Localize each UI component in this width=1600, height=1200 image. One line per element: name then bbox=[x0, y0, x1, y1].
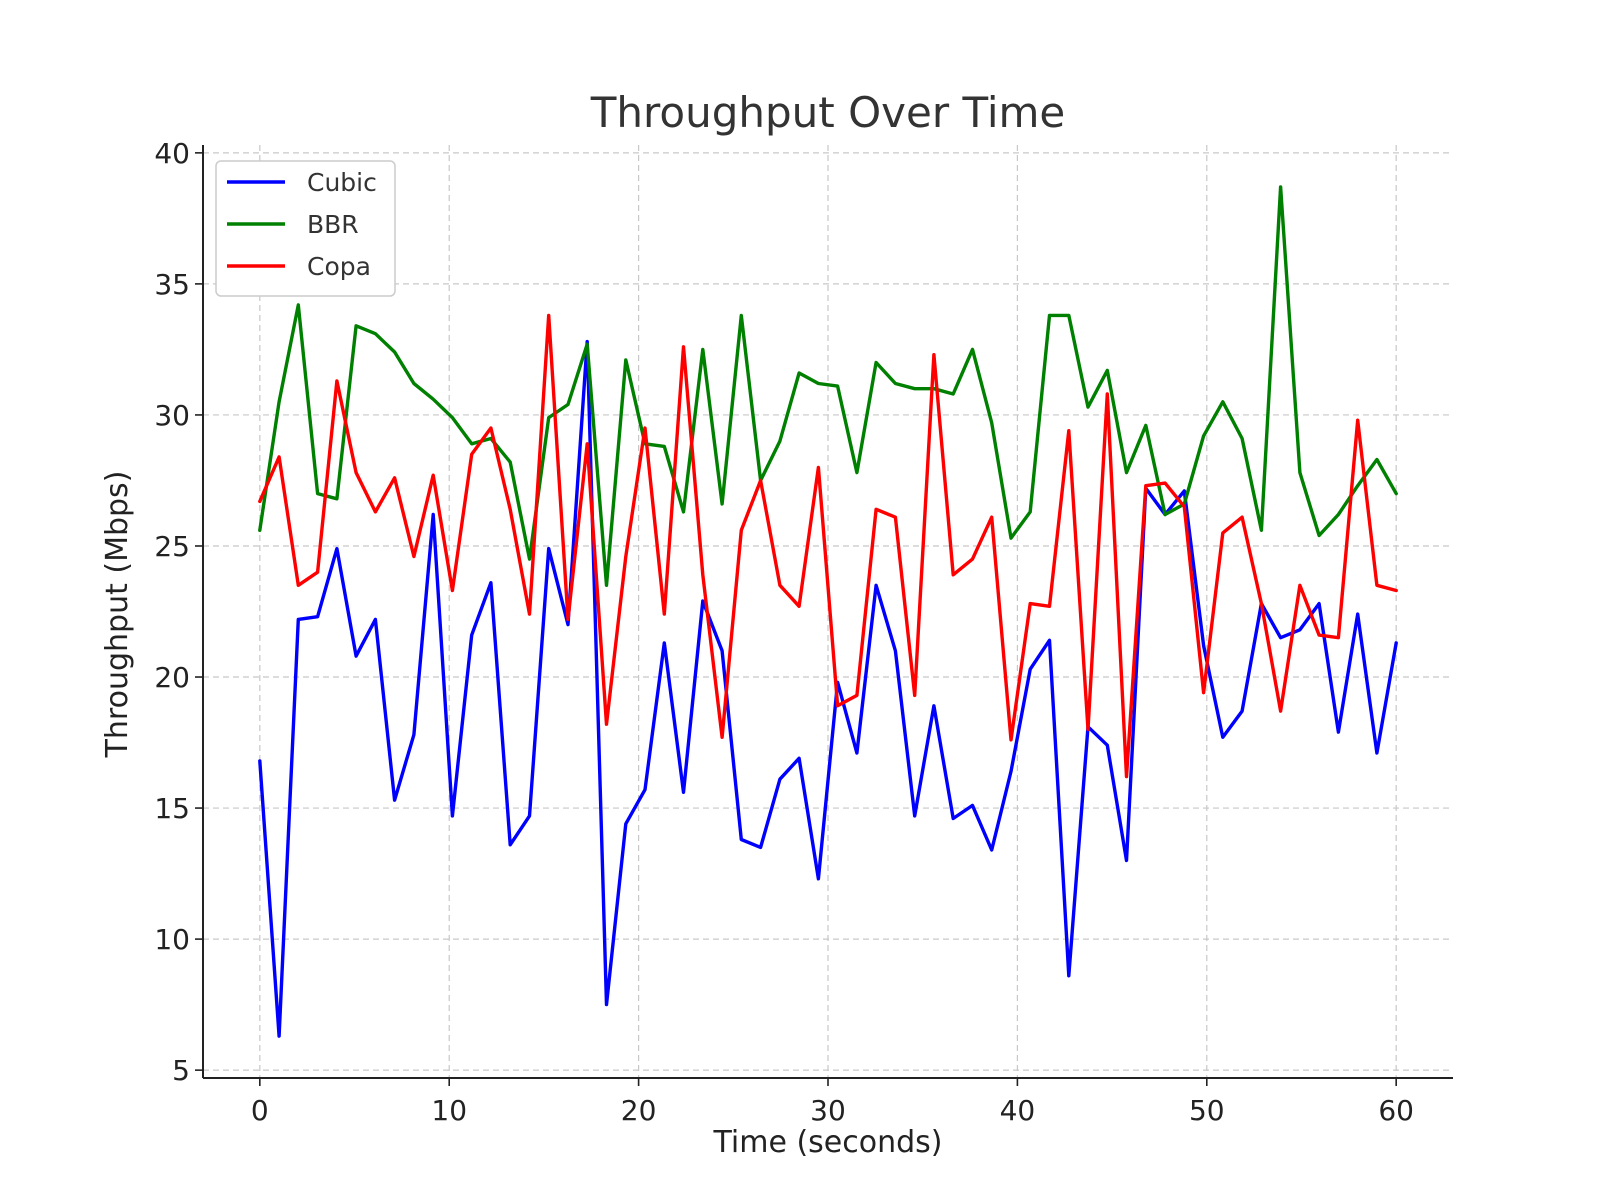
y-tick-label: 5 bbox=[172, 1054, 190, 1087]
x-axis-ticks: 0 10 20 30 40 50 60 bbox=[251, 1078, 1414, 1127]
legend-box bbox=[215, 160, 396, 297]
x-tick-label: 20 bbox=[621, 1094, 657, 1127]
series-lines bbox=[258, 185, 1398, 1038]
chart-title: Throughput Over Time bbox=[590, 88, 1065, 137]
x-tick-label: 0 bbox=[251, 1094, 269, 1127]
y-tick-label: 35 bbox=[154, 268, 190, 301]
grid-lines bbox=[203, 145, 1453, 1078]
y-tick-label: 40 bbox=[154, 137, 190, 170]
series-line-bbr bbox=[258, 185, 1398, 587]
legend-label-copa: Copa bbox=[307, 252, 371, 281]
x-axis-title: Time (seconds) bbox=[713, 1125, 943, 1160]
y-tick-label: 25 bbox=[154, 530, 190, 563]
y-axis-title: Throughput (Mbps) bbox=[100, 471, 135, 759]
y-tick-label: 30 bbox=[154, 399, 190, 432]
x-tick-label: 30 bbox=[810, 1094, 846, 1127]
x-tick-label: 50 bbox=[1189, 1094, 1225, 1127]
legend: Cubic BBR Copa bbox=[215, 160, 396, 297]
x-tick-label: 40 bbox=[1000, 1094, 1036, 1127]
y-tick-label: 10 bbox=[154, 923, 190, 956]
x-tick-label: 10 bbox=[431, 1094, 467, 1127]
x-tick-label: 60 bbox=[1378, 1094, 1414, 1127]
legend-label-cubic: Cubic bbox=[307, 168, 377, 197]
legend-label-bbr: BBR bbox=[307, 210, 359, 239]
y-tick-label: 20 bbox=[154, 661, 190, 694]
y-axis-ticks: 5 10 15 20 25 30 35 40 bbox=[154, 137, 203, 1087]
series-line-copa bbox=[258, 313, 1398, 779]
y-tick-label: 15 bbox=[154, 792, 190, 825]
